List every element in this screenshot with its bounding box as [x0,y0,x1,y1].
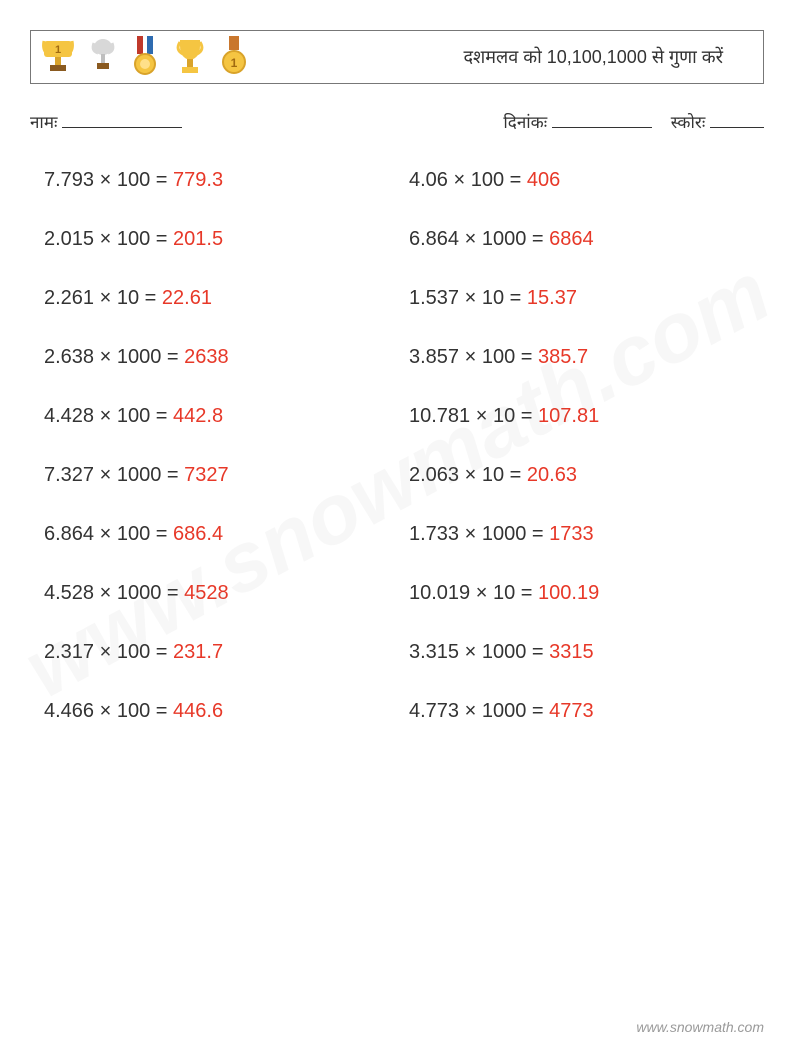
trophy-gold-1-icon: 1 [41,37,75,77]
problem-answer: 385.7 [538,346,588,368]
problem-item: 7.327 × 1000 = 7327 [44,464,399,487]
problem-item: 4.466 × 100 = 446.6 [44,700,399,723]
info-row: नामः दिनांकः स्कोरः [30,110,764,133]
svg-text:1: 1 [231,56,238,70]
problem-item: 6.864 × 1000 = 6864 [409,228,764,251]
problem-item: 1.733 × 1000 = 1733 [409,523,764,546]
worksheet-title: दशमलव को 10,100,1000 से गुणा करें [463,45,723,69]
problem-expression: 1.537 × 10 = [409,287,527,309]
problem-item: 4.773 × 1000 = 4773 [409,700,764,723]
problem-item: 6.864 × 100 = 686.4 [44,523,399,546]
problem-expression: 2.261 × 10 = [44,287,162,309]
problem-expression: 4.428 × 100 = [44,405,173,427]
problem-item: 2.261 × 10 = 22.61 [44,287,399,310]
problem-answer: 20.63 [527,464,577,486]
problem-expression: 10.019 × 10 = [409,582,538,604]
problem-expression: 3.315 × 1000 = [409,641,549,663]
problem-item: 7.793 × 100 = 779.3 [44,169,399,192]
problem-answer: 22.61 [162,287,212,309]
header-icons-row: 1 [41,36,247,78]
problem-answer: 4773 [549,700,594,722]
date-score-group: दिनांकः स्कोरः [503,110,764,133]
score-underline [710,110,764,128]
problem-answer: 201.5 [173,228,223,250]
problem-answer: 3315 [549,641,594,663]
problem-answer: 6864 [549,228,594,250]
problem-answer: 446.6 [173,700,223,722]
problem-item: 2.063 × 10 = 20.63 [409,464,764,487]
medal-ribbons-icon [131,36,159,78]
problem-expression: 2.063 × 10 = [409,464,527,486]
problem-item: 10.781 × 10 = 107.81 [409,405,764,428]
problem-answer: 15.37 [527,287,577,309]
svg-text:1: 1 [55,44,61,56]
problem-answer: 779.3 [173,169,223,191]
problem-answer: 7327 [184,464,229,486]
problem-expression: 4.528 × 1000 = [44,582,184,604]
date-underline [552,110,652,128]
problem-item: 4.428 × 100 = 442.8 [44,405,399,428]
problem-item: 3.857 × 100 = 385.7 [409,346,764,369]
problem-answer: 442.8 [173,405,223,427]
problem-item: 2.015 × 100 = 201.5 [44,228,399,251]
problem-expression: 10.781 × 10 = [409,405,538,427]
problem-answer: 1733 [549,523,594,545]
problem-item: 1.537 × 10 = 15.37 [409,287,764,310]
problem-answer: 2638 [184,346,229,368]
trophy-gold-tall-icon [173,36,207,78]
problem-answer: 107.81 [538,405,599,427]
name-field-group: नामः [30,110,503,133]
problem-expression: 2.015 × 100 = [44,228,173,250]
problem-expression: 3.857 × 100 = [409,346,538,368]
problems-grid: 7.793 × 100 = 779.3 4.06 × 100 = 406 2.015… [30,169,764,723]
problem-item: 4.06 × 100 = 406 [409,169,764,192]
problem-expression: 4.06 × 100 = [409,169,527,191]
problem-answer: 406 [527,169,560,191]
problem-item: 2.638 × 1000 = 2638 [44,346,399,369]
problem-expression: 7.793 × 100 = [44,169,173,191]
header-box: 1 [30,30,764,84]
footer-link: www.snowmath.com [636,1019,764,1035]
date-label: दिनांकः [503,113,547,132]
problem-item: 3.315 × 1000 = 3315 [409,641,764,664]
problem-item: 10.019 × 10 = 100.19 [409,582,764,605]
problem-expression: 2.638 × 1000 = [44,346,184,368]
problem-item: 4.528 × 1000 = 4528 [44,582,399,605]
medal-gold-1-icon: 1 [221,36,247,78]
worksheet-page: 1 [0,0,794,723]
problem-answer: 100.19 [538,582,599,604]
name-underline [62,110,182,128]
problem-item: 2.317 × 100 = 231.7 [44,641,399,664]
problem-answer: 686.4 [173,523,223,545]
problem-answer: 4528 [184,582,229,604]
problem-expression: 6.864 × 1000 = [409,228,549,250]
problem-expression: 7.327 × 1000 = [44,464,184,486]
name-label: नामः [30,113,57,132]
problem-expression: 4.773 × 1000 = [409,700,549,722]
trophy-silver-icon [89,37,117,77]
problem-expression: 2.317 × 100 = [44,641,173,663]
score-label: स्कोरः [671,113,705,132]
problem-expression: 1.733 × 1000 = [409,523,549,545]
problem-answer: 231.7 [173,641,223,663]
problem-expression: 4.466 × 100 = [44,700,173,722]
problem-expression: 6.864 × 100 = [44,523,173,545]
